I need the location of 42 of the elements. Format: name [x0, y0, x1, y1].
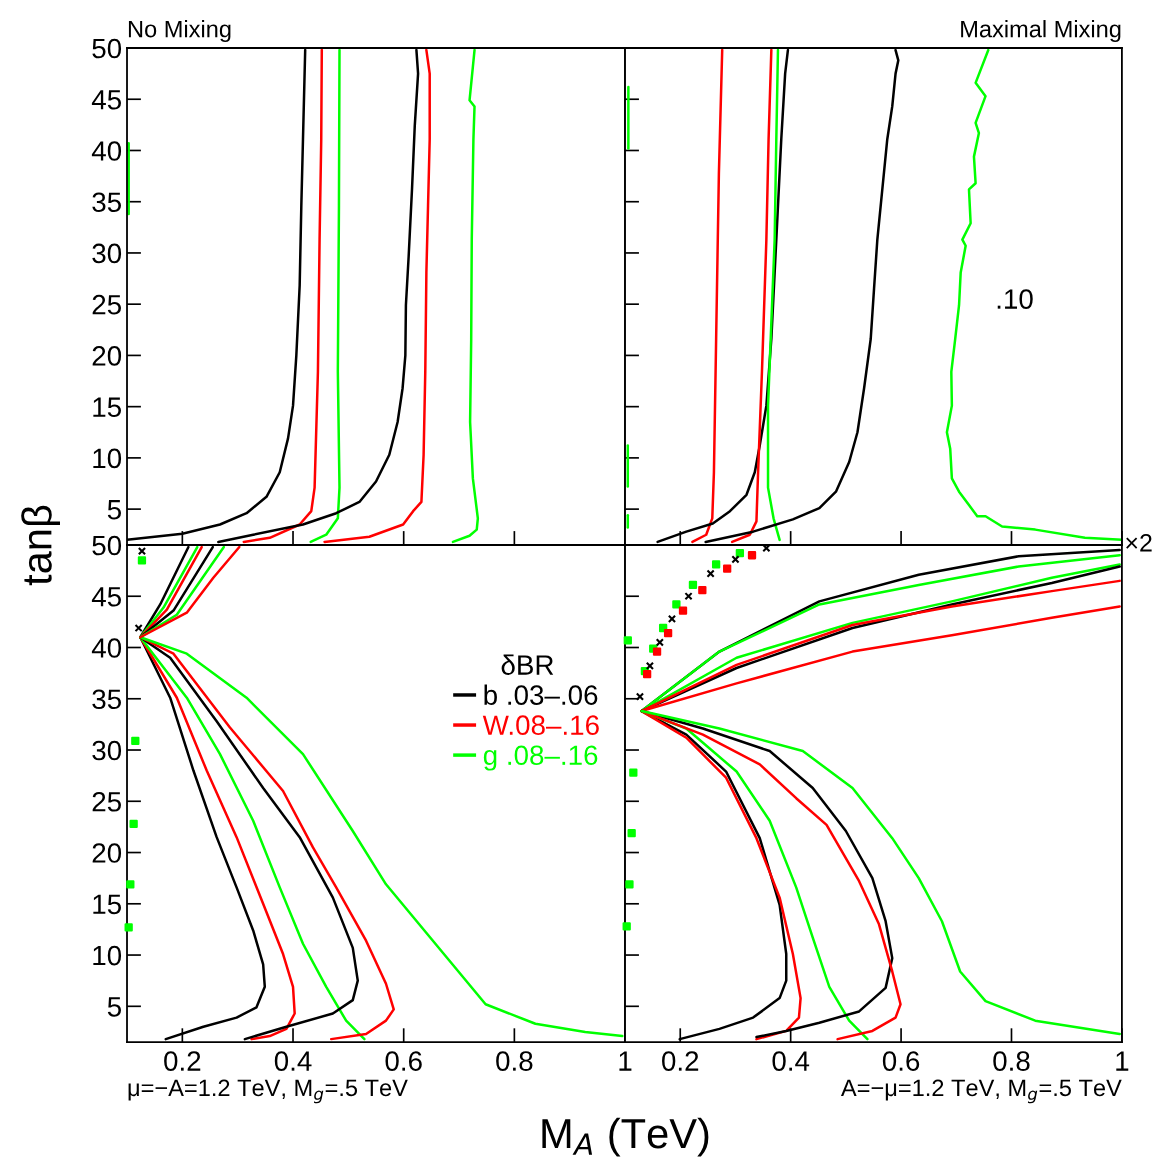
- text: ×2: [1126, 533, 1152, 552]
- text: A=−μ=1.2 TeV, M$_{g}$=.5 TeV: [840, 1079, 1122, 1104]
- y-tick-label: 40: [91, 638, 122, 658]
- chart-title: No Mixing: [128, 20, 231, 43]
- legend-label: g .08–.16: [483, 745, 598, 771]
- y-tick-label: 35: [92, 192, 121, 213]
- x-tick-label: 0.4: [274, 1051, 312, 1071]
- y-tick-label: 25: [92, 294, 121, 315]
- x-axis-title: M$_{A}$ (TeV): [542, 1117, 709, 1157]
- x-tick-label: 0.8: [993, 1051, 1030, 1071]
- y-tick-label: 5: [107, 997, 121, 1017]
- y-tick-label: 15: [93, 397, 121, 417]
- y-tick-label: 45: [91, 90, 121, 110]
- y-tick-label: 45: [91, 587, 121, 607]
- y-tick-label: 10: [93, 945, 122, 966]
- y-tick-label: 35: [92, 689, 121, 710]
- y-tick-label: 5: [107, 500, 121, 520]
- legend-title: δBR: [501, 654, 554, 675]
- x-tick-label: 0.8: [496, 1051, 533, 1071]
- y-tick-label: 30: [92, 740, 122, 761]
- chart-title: Maximal Mixing: [961, 20, 1121, 43]
- y-tick-label: 20: [92, 843, 122, 863]
- y-tick-label: 15: [93, 894, 121, 915]
- y-tick-label: 40: [91, 141, 122, 161]
- legend-label: b .03–.06: [484, 684, 598, 705]
- x-tick-label: 0.2: [662, 1051, 699, 1071]
- y-tick-label: 50: [92, 38, 122, 59]
- x-tick-label: 0.6: [882, 1051, 920, 1071]
- legend-label: W.08–.16: [482, 715, 599, 736]
- y-tick-label: 30: [92, 243, 122, 264]
- x-tick-label: 1: [619, 1051, 632, 1071]
- y-axis-title: tanβ: [21, 505, 61, 586]
- x-tick-label: 0.6: [385, 1051, 422, 1071]
- y-tick-label: 10: [93, 448, 122, 469]
- annotation: .10: [997, 289, 1033, 309]
- y-tick-label: 50: [92, 535, 122, 556]
- x-tick-label: 0.2: [164, 1051, 201, 1071]
- y-tick-label: 25: [92, 791, 121, 812]
- y-tick-label: 20: [92, 346, 122, 366]
- text: μ=−A=1.2 TeV, M$_{g}$=.5 TeV: [128, 1079, 408, 1104]
- x-tick-label: 0.4: [772, 1051, 810, 1071]
- x-tick-label: 1: [1116, 1051, 1129, 1071]
